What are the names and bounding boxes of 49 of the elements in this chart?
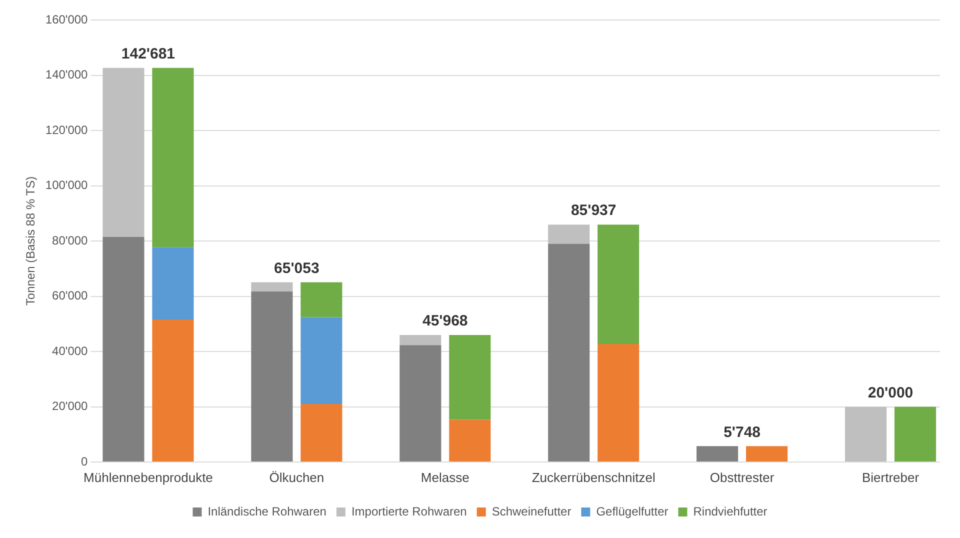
bar (548, 224, 590, 244)
x-tick-label: Obsttrester (710, 470, 775, 486)
total-label: 5'748 (724, 424, 761, 441)
y-tick-label: 60'000 (52, 288, 88, 303)
bar (696, 446, 738, 462)
bar (844, 406, 887, 462)
bar (300, 404, 342, 462)
total-label: 142'681 (121, 45, 176, 62)
bar (548, 244, 590, 462)
y-axis-title: Tonnen (Basis 88 % TS) (24, 176, 38, 306)
bar (894, 406, 936, 462)
bar (251, 292, 293, 462)
legend-label: Inländische Rohwaren (208, 504, 326, 518)
bar (102, 68, 144, 237)
legend-label: Importierte Rohwaren (351, 504, 467, 518)
bar (400, 335, 442, 346)
y-tick-label: 80'000 (52, 233, 88, 248)
bar (152, 68, 194, 248)
total-label: 20'000 (868, 384, 914, 402)
bar (449, 420, 491, 462)
y-tick-label: 40'000 (52, 344, 88, 358)
bar (251, 282, 293, 292)
x-tick-label: Melasse (420, 470, 470, 486)
y-tick-label: 160'000 (45, 12, 88, 26)
bar (152, 319, 194, 462)
total-label: 45'968 (422, 312, 468, 330)
x-tick-label: Biertreber (862, 470, 920, 486)
legend-label: Rindviehfutter (693, 504, 768, 518)
legend-label: Geflügelfutter (596, 504, 668, 518)
bar (152, 247, 194, 320)
x-tick-label: Ölkuchen (269, 470, 324, 486)
total-label: 65'053 (274, 260, 320, 277)
legend-label: Schweinefutter (492, 504, 572, 518)
y-tick-label: 140'000 (45, 68, 88, 82)
bar (449, 335, 491, 420)
x-tick-label: Mühlennebenprodukte (84, 470, 213, 486)
bar (746, 446, 788, 462)
y-tick-label: 0 (81, 454, 88, 468)
y-tick-label: 20'000 (52, 399, 88, 414)
bar (400, 345, 442, 462)
bar (102, 236, 144, 462)
y-tick-label: 100'000 (45, 178, 88, 192)
bar (598, 224, 640, 344)
bar (598, 344, 640, 462)
y-tick-label: 120'000 (45, 122, 88, 137)
bar (300, 317, 342, 404)
x-tick-label: Zuckerrübenschnitzel (532, 470, 656, 486)
total-label: 85'937 (570, 202, 616, 220)
bar (300, 282, 342, 318)
